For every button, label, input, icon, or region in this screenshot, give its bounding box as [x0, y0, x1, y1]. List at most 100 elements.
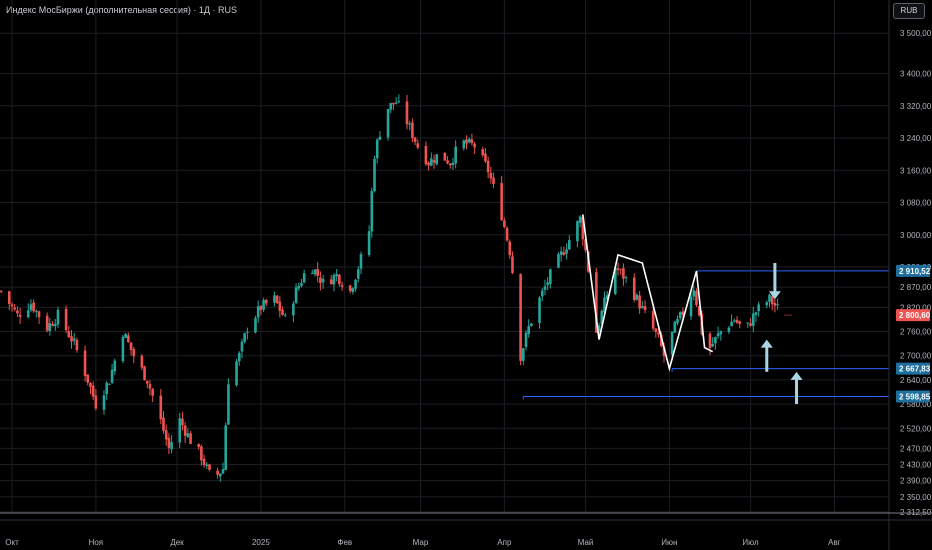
arrow-head — [760, 339, 773, 348]
candle-body — [319, 277, 322, 284]
candle-body — [619, 269, 622, 271]
last-price-tag-bg — [896, 309, 930, 322]
y-tick-label: 3 320,00 — [900, 102, 932, 111]
x-tick-label: Авг — [828, 538, 841, 547]
candle-body — [356, 269, 360, 279]
candle-body — [538, 297, 541, 323]
y-tick-label: 2 640,00 — [900, 376, 932, 385]
candle-body — [56, 309, 60, 325]
candle-body — [524, 332, 528, 347]
candle-body — [183, 425, 187, 436]
candle-body — [613, 267, 617, 294]
candle-body — [635, 294, 639, 300]
candle-body — [37, 311, 41, 318]
candle-body — [486, 160, 490, 173]
x-tick-label: Дек — [170, 538, 184, 547]
candle-body — [29, 304, 33, 311]
candle-body — [18, 314, 22, 317]
candle-body — [448, 163, 452, 166]
candle-body — [32, 302, 35, 312]
candle-body — [189, 433, 192, 444]
candle-body — [751, 313, 755, 326]
candle-body — [651, 311, 655, 329]
pattern-drawing — [582, 214, 714, 372]
y-tick-label: 2 520,00 — [900, 424, 932, 433]
y-tick-label: 3 400,00 — [900, 70, 932, 79]
candle-body — [662, 346, 666, 356]
candle-body — [484, 153, 487, 162]
candle-body — [416, 143, 420, 148]
level-price-tag-bg — [896, 264, 930, 277]
level-price-tag-bg — [896, 362, 930, 375]
candle-body — [224, 425, 228, 470]
candle-body — [386, 109, 390, 138]
candle-body — [549, 269, 552, 284]
candle-body — [576, 221, 579, 242]
candle-body — [603, 297, 606, 313]
x-tick-label: Май — [578, 538, 594, 547]
candle-body — [335, 273, 338, 277]
candle-body — [624, 276, 628, 278]
candle-body — [754, 312, 758, 315]
candle-body — [200, 446, 203, 461]
candle-body — [467, 138, 471, 143]
candle-body — [638, 295, 641, 309]
candle-body — [776, 304, 779, 306]
candle-body — [132, 349, 136, 357]
candle-body — [473, 143, 476, 148]
y-tick-label: 2 390,00 — [900, 477, 932, 486]
currency-button[interactable]: RUB — [893, 3, 925, 19]
candle-body — [265, 299, 268, 304]
candle-body — [373, 158, 376, 192]
candle-body — [321, 278, 325, 283]
candle-body — [219, 473, 222, 477]
candle-body — [329, 279, 333, 285]
y-tick-label: 3 240,00 — [900, 134, 932, 143]
candle-body — [86, 374, 90, 383]
candle-body — [600, 310, 604, 325]
candle-body — [670, 331, 674, 355]
candle-body — [659, 335, 663, 347]
candle-body — [773, 303, 777, 306]
candle-body — [481, 149, 485, 156]
candle-body — [297, 285, 301, 289]
candle-body — [643, 306, 647, 311]
candle-body — [654, 328, 658, 333]
candle-body — [197, 443, 200, 447]
candle-body — [262, 300, 265, 310]
candle-body — [124, 334, 127, 338]
candle-body — [392, 102, 395, 105]
candle-body — [16, 310, 19, 314]
level-price-tag-label: 2 667,83 — [899, 365, 931, 374]
candle-body — [716, 333, 720, 337]
candle-body — [235, 361, 238, 386]
candle-body — [108, 383, 111, 385]
chart-title: Индекс МосБиржи (дополнительная сессия) … — [6, 5, 238, 15]
candle-body — [730, 321, 733, 327]
candle-body — [489, 172, 493, 179]
last-price-tag-label: 2 800,60 — [899, 311, 931, 320]
candle-body — [508, 241, 512, 256]
candle-body — [26, 310, 30, 318]
candle-body — [256, 306, 260, 318]
candle-body — [370, 191, 374, 232]
candle-body — [567, 240, 571, 250]
candle-body — [557, 254, 560, 268]
candle-body — [697, 306, 701, 316]
candle-body — [757, 304, 760, 312]
y-tick-label: 2 470,00 — [900, 444, 932, 453]
arrow-head — [790, 371, 803, 380]
candle-body — [310, 273, 314, 275]
candle-body — [733, 320, 736, 322]
candle-body — [167, 437, 171, 448]
candle-body — [129, 342, 133, 350]
candle-body — [749, 323, 752, 326]
candle-body — [519, 274, 522, 361]
time-axis[interactable]: Окт Ноя Дек 2025 Фев Мар Апр Май Июн Июл Авг — [0, 512, 932, 547]
candle-body — [405, 101, 409, 125]
candle-body — [738, 321, 742, 324]
candle-body — [454, 146, 457, 164]
candle-body — [121, 336, 125, 362]
candle-body — [143, 366, 146, 381]
